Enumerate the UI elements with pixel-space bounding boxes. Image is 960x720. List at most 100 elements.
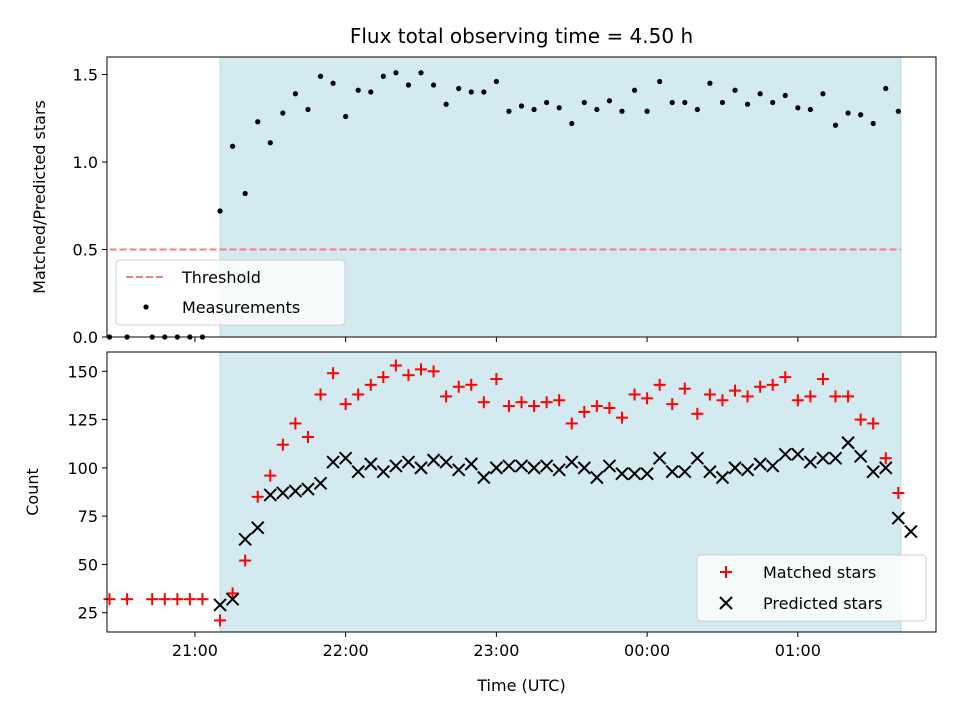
legend-measurements-label: Measurements: [182, 298, 300, 317]
matched-stars-point: [678, 382, 691, 395]
measurements-point: [657, 78, 663, 85]
measurements-point: [544, 99, 550, 106]
predicted-stars-point: [439, 455, 453, 469]
x-tick-label: 23:00: [473, 641, 519, 660]
top-panel: 0.0 0.5 1.0 1.5 Matched/Predicted stars Thr…: [30, 56, 937, 347]
matched-stars-point: [603, 402, 616, 414]
bot-y-tick-label: 25: [78, 604, 98, 623]
bot-y-tick-label: 125: [67, 411, 98, 430]
predicted-stars-point: [539, 459, 554, 473]
predicted-stars-point: [640, 466, 654, 481]
top-y-axis-label: Matched/Predicted stars: [30, 100, 49, 294]
x-tick-label: 01:00: [775, 641, 821, 660]
predicted-stars-point: [276, 486, 290, 500]
matched-stars-point: [791, 394, 804, 407]
matched-stars-point: [477, 396, 490, 409]
measurements-point: [644, 108, 650, 114]
measurements-point: [594, 106, 600, 113]
measurements-point: [393, 70, 399, 76]
matched-stars-point: [121, 593, 134, 606]
predicted-stars-point: [351, 465, 365, 479]
predicted-stars-point: [213, 598, 227, 612]
predicted-stars-point: [527, 461, 541, 475]
measurements-point: [280, 110, 286, 116]
predicted-stars-point: [891, 511, 906, 525]
measurements-point: [255, 119, 261, 125]
measurements-point: [694, 106, 700, 113]
matched-stars-point: [239, 554, 252, 567]
matched-stars-point: [301, 430, 314, 443]
matched-stars-point: [183, 593, 196, 606]
predicted-stars-point: [879, 461, 893, 475]
predicted-stars-point: [652, 451, 667, 465]
measurements-point: [870, 120, 876, 127]
predicted-stars-point: [828, 451, 843, 465]
measurements-point: [569, 120, 575, 127]
matched-stars-point: [276, 438, 289, 451]
measurements-point: [556, 105, 562, 111]
measurements-point: [506, 108, 512, 114]
matched-stars-point: [754, 380, 767, 393]
predicted-stars-point: [376, 465, 391, 479]
predicted-stars-point: [904, 524, 918, 539]
x-tick-label: 00:00: [624, 641, 670, 660]
measurements-point: [292, 91, 299, 97]
matched-stars-point: [389, 359, 402, 372]
predicted-stars-point: [502, 459, 516, 473]
predicted-stars-point: [753, 457, 767, 471]
bot-y-tick-label: 150: [67, 362, 98, 381]
bot-y-tick-label: 100: [67, 459, 98, 478]
matched-stars-point: [741, 390, 754, 403]
matched-stars-point: [327, 367, 340, 380]
predicted-stars-point: [627, 466, 642, 481]
top-y-tick-label: 0.0: [73, 328, 98, 347]
predicted-stars-point: [866, 465, 880, 479]
matched-stars-point: [553, 394, 566, 407]
measurements-point: [807, 106, 813, 113]
predicted-stars-point: [414, 461, 428, 475]
matched-stars-point: [289, 417, 302, 430]
measurements-point: [707, 80, 713, 86]
matched-stars-point: [729, 384, 742, 397]
predicted-stars-point: [703, 465, 717, 479]
predicted-stars-point: [715, 470, 730, 485]
predicted-stars-point: [477, 470, 491, 485]
predicted-stars-point: [238, 532, 252, 547]
measurements-point: [795, 105, 801, 111]
measurements-point: [405, 82, 412, 88]
matched-stars-point: [264, 469, 277, 482]
predicted-stars-point: [740, 463, 755, 477]
measurements-point: [682, 99, 688, 106]
bottom-axes-frame: [106, 351, 937, 633]
top-chart-title: Flux total observing time = 4.50 h: [350, 24, 693, 48]
predicted-stars-point: [225, 592, 240, 606]
measurements-point: [481, 89, 487, 95]
matched-stars-point: [590, 400, 603, 413]
measurements-point: [330, 80, 336, 86]
matched-stars-point: [615, 411, 628, 424]
matched-stars-point: [427, 365, 440, 378]
matched-stars-point: [440, 390, 453, 403]
matched-stars-point: [879, 452, 892, 465]
predicted-stars-point: [263, 488, 277, 502]
matched-stars-point: [314, 388, 327, 401]
matched-stars-point: [628, 388, 641, 401]
predicted-stars-point: [690, 451, 705, 465]
top-y-tick-label: 0.5: [73, 241, 98, 260]
measurements-point: [782, 92, 788, 99]
bottom-legend: Matched stars Predicted stars: [696, 554, 927, 622]
measurements-point: [770, 99, 776, 106]
measurements-point: [380, 73, 386, 79]
legend-predicted-label: Predicted stars: [763, 594, 883, 613]
matched-stars-point: [829, 390, 842, 403]
legend-measurements-swatch: [143, 304, 149, 310]
bot-y-tick-label: 75: [78, 507, 98, 526]
matched-stars-point: [226, 587, 239, 600]
measurements-point: [757, 91, 763, 97]
top-y-tick-label: 1.5: [73, 66, 98, 85]
matched-stars-point: [502, 400, 515, 413]
measurements-point: [845, 110, 851, 116]
measurements-point: [468, 89, 474, 95]
predicted-stars-point: [665, 465, 679, 479]
